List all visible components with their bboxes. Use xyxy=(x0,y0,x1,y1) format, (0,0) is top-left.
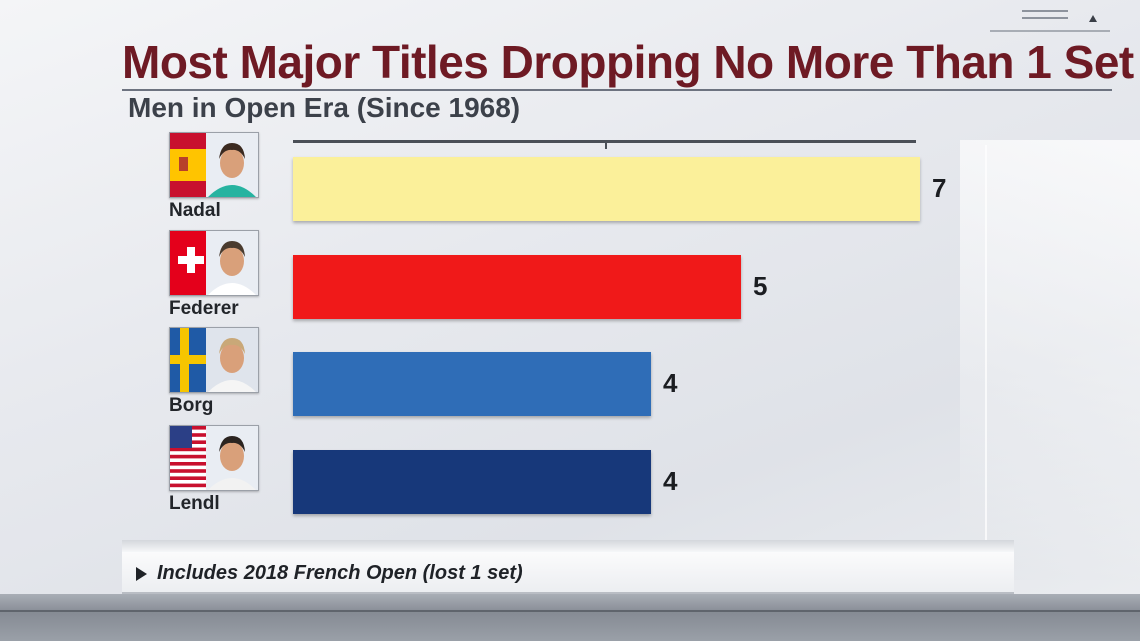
player-portrait xyxy=(206,133,258,197)
value-label: 4 xyxy=(663,465,678,496)
chart-subtitle: Men in Open Era (Since 1968) xyxy=(128,92,521,123)
background-slab xyxy=(985,145,1137,575)
bar-borg xyxy=(293,352,651,416)
category-label: Borg xyxy=(169,395,214,416)
player-photo-nadal xyxy=(169,132,259,198)
menu-icon xyxy=(1022,10,1068,24)
bar-lendl xyxy=(293,449,651,514)
play-triangle-icon xyxy=(136,567,147,581)
player-photo-federer xyxy=(169,229,259,296)
title-divider xyxy=(122,89,1112,91)
player-portrait xyxy=(206,425,258,490)
bar-nadal xyxy=(293,157,920,221)
floor-band xyxy=(0,594,1140,641)
footnote-text: Includes 2018 French Open (lost 1 set) xyxy=(157,562,523,584)
category-label: Nadal xyxy=(169,200,221,221)
chart-title: Most Major Titles Dropping No More Than … xyxy=(122,36,1134,88)
chart-axis-tick xyxy=(605,140,607,149)
value-label: 7 xyxy=(932,173,947,203)
player-portrait xyxy=(206,328,258,392)
bar-federer xyxy=(293,254,741,319)
category-label: Lendl xyxy=(169,492,220,514)
chart-axis-line xyxy=(293,140,916,143)
top-rule xyxy=(990,30,1110,32)
player-photo-borg xyxy=(169,327,259,393)
background-panel xyxy=(960,140,1140,580)
up-arrow-icon xyxy=(1089,15,1097,22)
category-label: Federer xyxy=(169,297,239,319)
player-photo-lendl xyxy=(169,424,259,491)
floor-line xyxy=(0,610,1140,612)
footnote-bar: Includes 2018 French Open (lost 1 set) xyxy=(122,552,1014,594)
footnote-bevel xyxy=(122,540,1014,552)
value-label: 4 xyxy=(663,368,678,398)
player-portrait xyxy=(206,230,258,295)
value-label: 5 xyxy=(753,270,768,301)
